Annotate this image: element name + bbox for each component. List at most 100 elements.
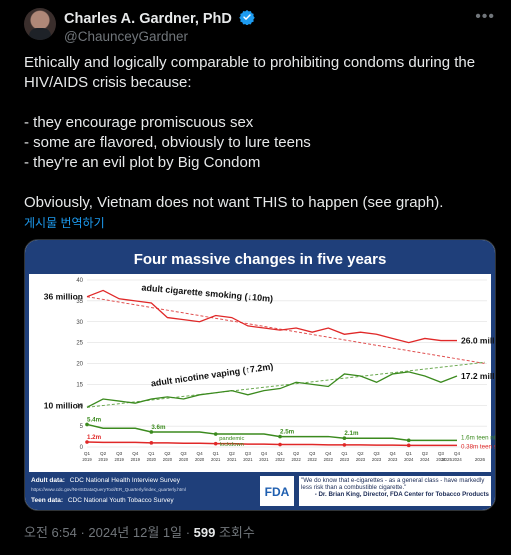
fda-logo xyxy=(260,476,294,506)
x-tick-quarter: Q1 xyxy=(406,451,413,456)
teen-data-label: Teen data: xyxy=(31,497,63,504)
teen-vapers-series-point xyxy=(149,430,154,434)
x-tick-projection-year: 2026 xyxy=(475,457,486,462)
teen-vapers-value-label: 2.1m xyxy=(344,430,359,437)
x-tick-year: 2020 xyxy=(163,457,173,462)
sources-footer: Adult data: CDC National Health Intervie… xyxy=(31,476,491,506)
x-tick-quarter: Q3 xyxy=(116,451,123,456)
x-tick-year: 2019 xyxy=(115,457,125,462)
x-tick-quarter: Q4 xyxy=(197,451,204,456)
teen-smokers-series-point xyxy=(149,441,154,445)
x-tick-quarter: Q4 xyxy=(390,451,397,456)
x-tick-year: 2020 xyxy=(179,457,189,462)
trend-lines xyxy=(86,296,486,408)
x-tick-quarter: Q2 xyxy=(293,451,300,456)
x-axis: Q12019Q22019Q32019Q42019Q12020Q22020Q320… xyxy=(82,451,485,462)
fda-logo-text: FDA xyxy=(265,485,290,499)
svg-text:Adult data: CDC Nation: Adult data: CDC National Health Intervie… xyxy=(31,477,181,484)
fda-quote-box xyxy=(299,476,491,506)
teen-vapers-start-label: 5.4m xyxy=(87,416,102,423)
x-tick-quarter: Q3 xyxy=(180,451,187,456)
teen-vapers-value-label: 2.5m xyxy=(280,429,295,436)
views-count: 599 xyxy=(193,525,216,540)
y-tick-label: 0 xyxy=(80,445,84,451)
x-tick-year: 2024 xyxy=(420,457,430,462)
pandemic-annotation-line2: lockdown xyxy=(220,442,244,448)
author-name-row[interactable]: Charles A. Gardner, PhD xyxy=(64,9,255,27)
teen-vapers-series-point xyxy=(213,432,218,436)
x-tick-year: 2019 xyxy=(98,457,108,462)
teen-vapers-series-label: 1.6m teen nicotine vapers (↓70%) xyxy=(461,434,495,441)
author-avatar[interactable] xyxy=(24,8,56,40)
gridlines xyxy=(87,279,487,448)
y-tick-label: 35 xyxy=(76,299,83,305)
y-axis: 0 5 10 15 20 25 30 35 40 xyxy=(76,278,83,451)
x-tick-quarter: Q3 xyxy=(245,451,252,456)
teen-smokers-series-point xyxy=(406,443,411,448)
x-tick-year: 2024 xyxy=(452,457,462,462)
y-tick-label: 25 xyxy=(76,341,83,347)
x-tick-year: 2021 xyxy=(259,457,269,462)
y-tick-label: 5 xyxy=(80,424,84,430)
teen-smokers-start-label: 1.2m xyxy=(87,434,102,441)
x-tick-quarter: Q1 xyxy=(84,451,91,456)
vaping-end-label: 17.2 million xyxy=(461,371,495,381)
series-lines xyxy=(85,289,458,448)
x-tick-quarter: Q3 xyxy=(438,451,445,456)
smoking-series-line xyxy=(86,289,457,344)
pandemic-annotation-line1: pandemic xyxy=(219,436,244,442)
vaping-trend-line xyxy=(86,361,486,408)
x-tick-year: 2019 xyxy=(131,457,141,462)
verified-badge-icon xyxy=(239,10,255,25)
teen-data-source: CDC National Youth Tobacco Survey xyxy=(68,497,174,504)
x-tick-quarter: Q4 xyxy=(132,451,139,456)
tweet-text: Ethically and logically comparable to pr… xyxy=(24,53,494,213)
tweet-header: Charles A. Gardner, PhD @ChaunceyGardner… xyxy=(24,8,499,48)
x-tick-year: 2023 xyxy=(372,457,382,462)
svg-text:Teen data: CDC Nationa: Teen data: CDC National Youth Tobacco Su… xyxy=(31,497,174,504)
x-tick-year: 2021 xyxy=(211,457,221,462)
smoking-end-label: 26.0 million xyxy=(461,336,495,346)
x-tick-year: 2021 xyxy=(243,457,253,462)
x-tick-quarter: Q4 xyxy=(325,451,332,456)
timestamp[interactable]: 오전 6:54 · 2024년 12월 1일 · xyxy=(24,525,194,540)
chart-title: Four massive changes in five years xyxy=(134,251,387,268)
teen-vapers-series-line xyxy=(86,423,457,442)
series-labels: 36 million 10 million 26.0 million 17.2 mil… xyxy=(44,282,495,450)
author-handle[interactable]: @ChaunceyGardner xyxy=(64,29,189,44)
y-tick-label: 40 xyxy=(76,278,83,284)
y-tick-label: 10 xyxy=(76,403,83,409)
x-tick-quarter: Q1 xyxy=(213,451,220,456)
teen-smokers-series-label: 0.38m teen smokers (↓68%) xyxy=(461,443,495,450)
teen-vapers-value-label: 3.6m xyxy=(151,424,166,431)
smoking-start-label: 36 million xyxy=(44,292,83,302)
author-name[interactable]: Charles A. Gardner, PhD xyxy=(64,11,232,27)
x-tick-quarter: Q2 xyxy=(229,451,236,456)
teen-smokers-series-point xyxy=(278,442,282,447)
x-tick-year: 2022 xyxy=(275,457,285,462)
x-tick-year: 2022 xyxy=(324,457,334,462)
chart: Four massive changes in five years 05101… xyxy=(25,240,495,510)
x-tick-quarter: Q4 xyxy=(261,451,268,456)
teen-smokers-series-point xyxy=(213,441,218,446)
tweet-paragraph-2: - they encourage promiscuous sex - some … xyxy=(24,114,311,171)
x-tick-quarter: Q1 xyxy=(148,451,155,456)
x-tick-quarter: Q3 xyxy=(373,451,380,456)
x-tick-quarter: Q4 xyxy=(454,451,461,456)
tweet-media-image[interactable]: Four massive changes in five years 0 5 10 1… xyxy=(24,239,496,511)
more-options-icon[interactable]: ••• xyxy=(475,8,495,25)
x-tick-quarter: Q2 xyxy=(357,451,364,456)
vaping-start-label: 10 million xyxy=(44,400,83,410)
teen-smokers-series-point xyxy=(342,443,347,447)
translate-post-link[interactable]: 게시물 번역하기 xyxy=(24,216,105,230)
x-tick-year: 2024 xyxy=(404,457,414,462)
fda-quote-author: - Dr. Brian King, Director, FDA Center f… xyxy=(314,491,489,498)
tweet-paragraph-3: Obviously, Vietnam does not want THIS to… xyxy=(24,194,444,211)
teen-vapers-series-point xyxy=(278,434,282,439)
tweet-paragraph-1: Ethically and logically comparable to pr… xyxy=(24,54,476,91)
teen-vapers-series-point xyxy=(342,436,347,441)
x-tick-year: 2022 xyxy=(291,457,301,462)
fda-quote: "We do know that e-cigarettes - as a gen… xyxy=(301,477,485,491)
adult-data-url: https://www.cdc.gov/NHISDataQueryTool/ER… xyxy=(31,487,186,492)
x-tick-year: 2023 xyxy=(340,457,350,462)
